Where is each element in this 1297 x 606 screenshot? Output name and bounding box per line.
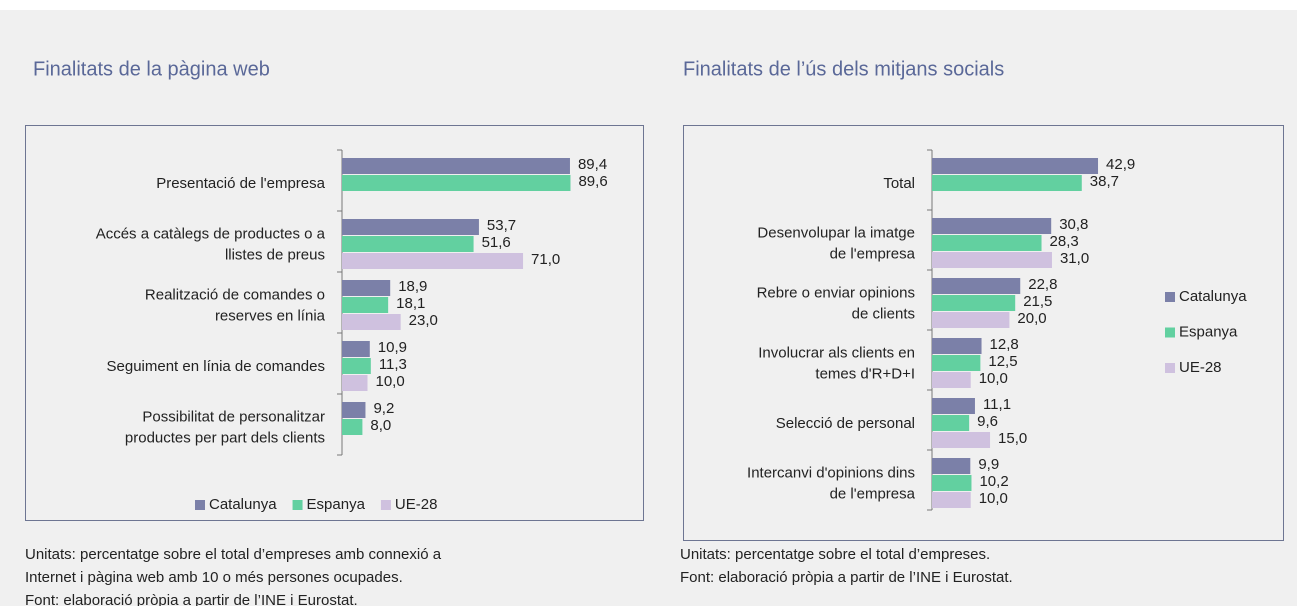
category-label: Intercanvi d'opinions dins de l'empresa — [747, 464, 916, 502]
value-label: 23,0 — [409, 312, 438, 329]
legend-label: Espanya — [307, 496, 366, 513]
value-label: 8,0 — [370, 417, 391, 434]
bar — [342, 297, 389, 313]
bar — [342, 341, 370, 357]
note: Internet i pàgina web amb 10 o més perso… — [25, 569, 403, 586]
bar — [342, 375, 368, 391]
value-label: 53,7 — [487, 217, 516, 234]
note: Font: elaboració pròpia a partir de l’IN… — [25, 592, 358, 606]
legend-swatch — [1165, 363, 1175, 373]
value-label: 9,9 — [978, 456, 999, 473]
bar — [932, 235, 1042, 251]
bar — [342, 402, 366, 418]
bar — [932, 175, 1082, 191]
top-strip — [0, 0, 1297, 10]
category-label: Involucrar als clients en temes d'R+D+I — [758, 344, 915, 382]
bar — [932, 278, 1021, 294]
value-label: 10,0 — [979, 370, 1008, 387]
value-label: 31,0 — [1060, 250, 1089, 267]
value-label: 12,5 — [988, 353, 1017, 370]
legend-label: Catalunya — [1179, 288, 1247, 305]
bar — [342, 314, 401, 330]
legend-label: Catalunya — [209, 496, 277, 513]
category-label: Realització de comandes o reserves en lín… — [145, 286, 326, 324]
value-label: 11,1 — [983, 396, 1011, 413]
legend-label: Espanya — [1179, 323, 1238, 340]
category-label: Rebre o enviar opinions de clients — [757, 284, 915, 322]
value-label: 18,9 — [398, 278, 427, 295]
bar — [932, 338, 982, 354]
note: Unitats: percentatge sobre el total d’em… — [25, 546, 442, 563]
bar — [342, 158, 570, 174]
panel — [683, 125, 1284, 541]
value-label: 11,3 — [379, 356, 407, 373]
value-label: 51,6 — [482, 234, 511, 251]
bar — [932, 372, 971, 388]
legend-swatch — [1165, 292, 1175, 302]
value-label: 89,6 — [578, 173, 607, 190]
value-label: 20,0 — [1017, 310, 1046, 327]
value-label: 18,1 — [396, 295, 425, 312]
value-label: 42,9 — [1106, 156, 1135, 173]
bar — [932, 432, 991, 448]
panel — [25, 125, 644, 521]
value-label: 89,4 — [578, 156, 607, 173]
value-label: 10,2 — [979, 473, 1008, 490]
bar — [342, 175, 571, 191]
value-label: 28,3 — [1050, 233, 1079, 250]
category-label: Selecció de personal — [776, 415, 915, 432]
value-label: 9,6 — [977, 413, 998, 430]
note: Font: elaboració pròpia a partir de l’IN… — [680, 569, 1013, 586]
bar — [342, 358, 371, 374]
bar — [932, 398, 975, 414]
value-label: 15,0 — [998, 430, 1027, 447]
value-label: 10,0 — [979, 490, 1008, 507]
bar — [932, 355, 981, 371]
bar — [342, 419, 363, 435]
bar — [342, 280, 391, 296]
value-label: 10,0 — [376, 373, 405, 390]
value-label: 22,8 — [1028, 276, 1057, 293]
legend-label: UE-28 — [395, 496, 438, 513]
note: Unitats: percentatge sobre el total d’em… — [680, 546, 990, 563]
category-label: Seguiment en línia de comandes — [107, 358, 325, 375]
bar — [932, 252, 1052, 268]
chart-title: Finalitats de la pàgina web — [33, 58, 270, 80]
bar — [932, 475, 972, 491]
bar — [932, 218, 1052, 234]
value-label: 38,7 — [1090, 173, 1119, 190]
bar — [932, 312, 1010, 328]
category-label: Possibilitat de personalitzar productes p… — [125, 408, 325, 446]
bar — [932, 492, 971, 508]
value-label: 71,0 — [531, 251, 560, 268]
category-label: Presentació de l'empresa — [156, 175, 325, 192]
legend-label: UE-28 — [1179, 359, 1222, 376]
category-label: Total — [883, 175, 915, 192]
value-label: 9,2 — [373, 400, 394, 417]
legend-swatch — [292, 500, 303, 510]
bar — [932, 158, 1099, 174]
legend-swatch — [195, 500, 205, 510]
value-label: 30,8 — [1059, 216, 1088, 233]
bar — [932, 295, 1016, 311]
value-label: 21,5 — [1023, 293, 1052, 310]
bar — [342, 253, 524, 269]
value-label: 10,9 — [378, 339, 407, 356]
legend-swatch — [380, 500, 391, 510]
bar — [932, 458, 971, 474]
category-label: Desenvolupar la imatge de l'empresa — [757, 224, 915, 262]
category-label: Accés a catàlegs de productes o a llistes… — [96, 225, 326, 263]
bar — [342, 219, 479, 235]
bar — [342, 236, 474, 252]
chart-title: Finalitats de l’ús dels mitjans socials — [683, 58, 1004, 80]
value-label: 12,8 — [990, 336, 1019, 353]
bar — [932, 415, 970, 431]
legend-swatch — [1165, 327, 1175, 338]
